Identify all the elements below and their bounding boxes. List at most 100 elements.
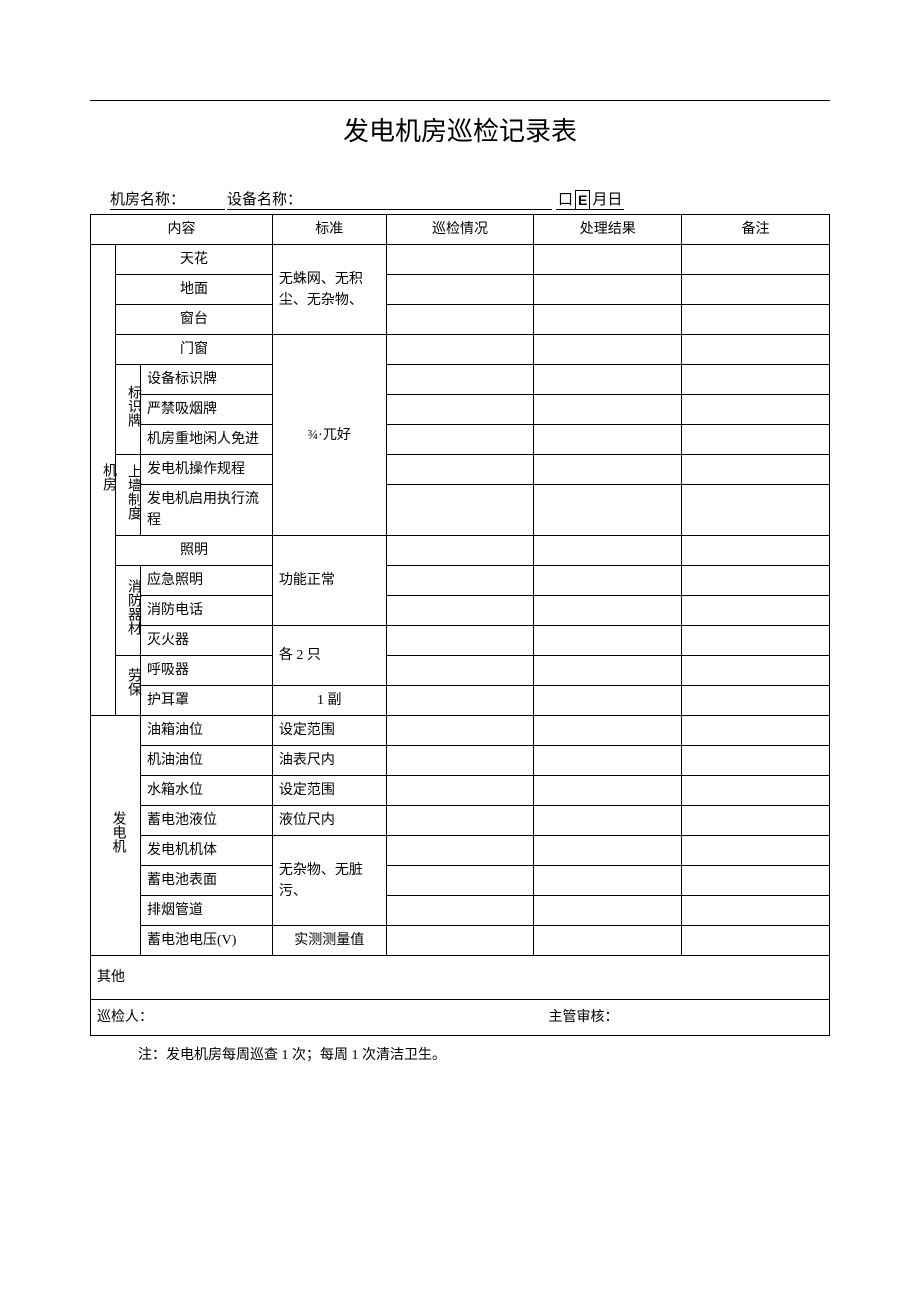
top-rule: [90, 100, 830, 101]
cell-content: 水箱水位: [141, 776, 273, 806]
cell-standard: 液位尺内: [272, 806, 386, 836]
cell-result: [534, 806, 682, 836]
cell-remark: [682, 245, 830, 275]
cell-result: [534, 746, 682, 776]
cell-standard: 设定范围: [272, 776, 386, 806]
cell-standard: 无蛛网、无积尘、无杂物、: [272, 245, 386, 335]
cell-remark: [682, 686, 830, 716]
cell-remark: [682, 566, 830, 596]
cell-remark: [682, 896, 830, 926]
table-row: 机房重地闲人免进: [91, 425, 830, 455]
cell-status: [386, 596, 534, 626]
cell-remark: [682, 836, 830, 866]
table-row: 窗台: [91, 305, 830, 335]
cell-status: [386, 926, 534, 956]
cell-content: 照明: [116, 536, 273, 566]
cell-status: [386, 275, 534, 305]
table-row: 消防器材 应急照明: [91, 566, 830, 596]
cell-status: [386, 626, 534, 656]
cell-status: [386, 485, 534, 536]
cell-result: [534, 926, 682, 956]
cell-result: [534, 866, 682, 896]
cell-result: [534, 686, 682, 716]
cell-result: [534, 536, 682, 566]
cell-result: [534, 566, 682, 596]
date-kou: 口: [556, 188, 575, 210]
cell-standard: ¾·兀好: [272, 335, 386, 536]
cell-content: 排烟管道: [141, 896, 273, 926]
subgroup-label: 消防器材: [116, 566, 141, 656]
table-row: 蓄电池液位 液位尺内: [91, 806, 830, 836]
cell-remark: [682, 425, 830, 455]
date-box: 口 E 月日: [556, 188, 624, 210]
table-row: 劳保 呼吸器: [91, 656, 830, 686]
cell-standard: 油表尺内: [272, 746, 386, 776]
cell-content: 设备标识牌: [141, 365, 273, 395]
cell-content: 呼吸器: [141, 656, 273, 686]
inspection-table: 内容 标准 巡检情况 处理结果 备注 机房 天花 无蛛网、无积尘、无杂物、 地面…: [90, 214, 830, 1036]
cell-content: 发电机操作规程: [141, 455, 273, 485]
cell-result: [534, 245, 682, 275]
cell-status: [386, 305, 534, 335]
footer-cell: 巡检人： 主管审核：: [91, 1000, 830, 1036]
meta-row: 机房名称： 设备名称： 口 E 月日: [90, 188, 830, 210]
cell-remark: [682, 455, 830, 485]
cell-remark: [682, 806, 830, 836]
cell-remark: [682, 716, 830, 746]
table-header-row: 内容 标准 巡检情况 处理结果 备注: [91, 215, 830, 245]
cell-result: [534, 716, 682, 746]
table-row: 门窗 ¾·兀好: [91, 335, 830, 365]
cell-result: [534, 275, 682, 305]
cell-result: [534, 395, 682, 425]
cell-remark: [682, 596, 830, 626]
cell-status: [386, 365, 534, 395]
table-row: 消防电话: [91, 596, 830, 626]
cell-result: [534, 485, 682, 536]
cell-result: [534, 776, 682, 806]
cell-remark: [682, 866, 830, 896]
other-row: 其他: [91, 956, 830, 1000]
cell-result: [534, 365, 682, 395]
cell-content: 机房重地闲人免进: [141, 425, 273, 455]
table-row: 发电机 油箱油位 设定范围: [91, 716, 830, 746]
cell-result: [534, 896, 682, 926]
cell-content: 油箱油位: [141, 716, 273, 746]
cell-remark: [682, 536, 830, 566]
cell-status: [386, 656, 534, 686]
cell-result: [534, 836, 682, 866]
table-row: 护耳罩 1 副: [91, 686, 830, 716]
table-row: 灭火器 各 2 只: [91, 626, 830, 656]
cell-result: [534, 596, 682, 626]
table-row: 蓄电池表面: [91, 866, 830, 896]
footnote: 注：发电机房每周巡查 1 次；每周 1 次清洁卫生。: [138, 1044, 830, 1064]
cell-content: 地面: [116, 275, 273, 305]
cell-remark: [682, 626, 830, 656]
cell-status: [386, 836, 534, 866]
cell-status: [386, 395, 534, 425]
inspector-label: 巡检人：: [97, 1010, 153, 1025]
cell-content: 护耳罩: [141, 686, 273, 716]
cell-status: [386, 245, 534, 275]
hdr-result: 处理结果: [534, 215, 682, 245]
cell-status: [386, 806, 534, 836]
cell-remark: [682, 365, 830, 395]
table-row: 发电机机体 无杂物、无脏污、: [91, 836, 830, 866]
other-cell: 其他: [91, 956, 830, 1000]
cell-remark: [682, 656, 830, 686]
subgroup-label: 上墙制度: [116, 455, 141, 536]
cell-status: [386, 455, 534, 485]
cell-content: 门窗: [116, 335, 273, 365]
cell-content: 天花: [116, 245, 273, 275]
cell-content: 应急照明: [141, 566, 273, 596]
cell-status: [386, 686, 534, 716]
supervisor-label: 主管审核：: [549, 1007, 619, 1028]
table-row: 地面: [91, 275, 830, 305]
hdr-standard: 标准: [272, 215, 386, 245]
cell-status: [386, 536, 534, 566]
cell-standard: 各 2 只: [272, 626, 386, 686]
cell-content: 蓄电池表面: [141, 866, 273, 896]
table-row: 机油油位 油表尺内: [91, 746, 830, 776]
cell-result: [534, 335, 682, 365]
table-row: 严禁吸烟牌: [91, 395, 830, 425]
table-row: 标识牌 设备标识牌: [91, 365, 830, 395]
